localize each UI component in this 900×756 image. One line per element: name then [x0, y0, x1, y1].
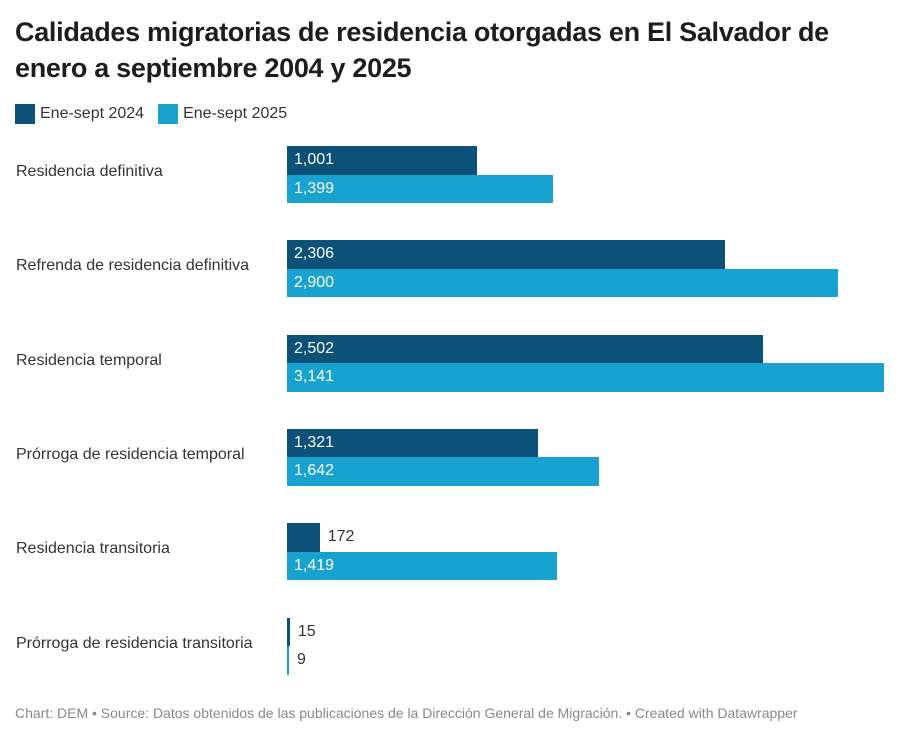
bar [287, 428, 539, 458]
data-label: 1,642 [294, 462, 335, 480]
category-label: Prórroga de residencia transitoria [16, 634, 253, 652]
legend-label: Ene-sept 2025 [183, 105, 288, 122]
data-label: 1,399 [294, 179, 335, 197]
legend-item-2025: Ene-sept 2025 [158, 104, 287, 124]
bar [287, 240, 726, 269]
bar [287, 363, 884, 392]
bar [287, 617, 290, 646]
chart-title: Calidades migratorias de residencia otor… [15, 17, 829, 83]
category-label: Residencia transitoria [16, 540, 170, 558]
category-label: Residencia temporal [16, 351, 162, 369]
category-label: Refrenda de residencia definitiva [16, 257, 250, 275]
data-label: 3,141 [294, 368, 335, 386]
data-label: 9 [297, 651, 306, 668]
legend-swatch [15, 104, 35, 124]
chart-footer: Chart: DEM • Source: Datos obtenidos de … [15, 705, 798, 721]
data-label: 2,306 [294, 245, 335, 263]
legend-swatch [158, 104, 179, 124]
bar-chart: Residencia definitiva 1,001 1,399 Refrenda … [16, 146, 884, 675]
data-label: 1,419 [294, 556, 335, 574]
category-label: Residencia definitiva [16, 163, 163, 180]
bar [287, 146, 478, 175]
data-label: 2,502 [294, 339, 335, 357]
data-label: 1,001 [294, 151, 335, 168]
bar [287, 646, 289, 675]
data-label: 15 [297, 622, 316, 640]
legend-label: Ene-sept 2024 [40, 105, 145, 122]
legend: Ene-sept 2024 Ene-sept 2025 [15, 104, 287, 124]
data-label: 172 [327, 528, 355, 546]
category-label: Prórroga de residencia temporal [16, 445, 245, 463]
bar [287, 457, 600, 486]
bar [287, 174, 553, 203]
legend-item-2024: Ene-sept 2024 [15, 104, 144, 124]
bar [287, 523, 320, 552]
bar [287, 268, 839, 298]
bar [287, 334, 763, 364]
bar [287, 551, 557, 581]
data-label: 2,900 [294, 273, 335, 291]
data-label: 1,321 [294, 433, 335, 451]
